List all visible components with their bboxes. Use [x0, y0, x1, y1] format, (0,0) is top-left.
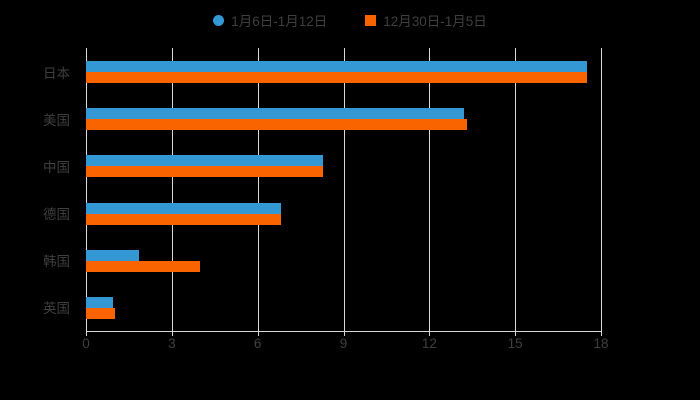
bar[interactable]	[86, 155, 324, 167]
bar-group	[86, 48, 601, 95]
bar-group	[86, 237, 601, 284]
x-axis-labels: 0 3 6 9 12 15 18	[0, 336, 700, 358]
gridline-x-18	[601, 48, 602, 331]
x-axis-tick-label: 18	[593, 336, 609, 351]
bar[interactable]	[86, 119, 467, 131]
y-axis-tick-label: 英国	[43, 301, 70, 317]
x-axis-tickmark	[515, 331, 517, 336]
x-axis-tick-label: 9	[339, 336, 348, 351]
x-axis-tick-label: 0	[82, 336, 90, 351]
x-axis-tickmark	[257, 331, 259, 336]
bar-group	[86, 95, 601, 142]
bar[interactable]	[86, 202, 281, 214]
x-axis-tickmark	[429, 331, 431, 336]
x-axis-tick-label: 15	[507, 336, 523, 351]
legend-label-series-2: 12月30日-1月5日	[383, 14, 487, 29]
chart-legend: 1月6日-1月12日 12月30日-1月5日	[0, 10, 700, 30]
y-axis-tick-label: 美国	[43, 112, 70, 128]
bar[interactable]	[86, 249, 139, 261]
legend-marker-square-icon	[365, 14, 377, 26]
y-axis-tick-label: 中国	[43, 159, 70, 175]
y-axis-tick-label: 韩国	[43, 254, 70, 270]
legend-item-series-2[interactable]: 12月30日-1月5日	[365, 10, 487, 30]
bar[interactable]	[86, 260, 201, 272]
y-axis-labels: 日本美国中国德国韩国英国	[0, 48, 78, 331]
x-axis-tickmark	[86, 331, 87, 336]
x-axis-tickmark	[343, 331, 345, 336]
bar[interactable]	[86, 72, 587, 83]
bar[interactable]	[86, 307, 115, 319]
gridline-x-6	[257, 48, 259, 331]
y-axis-tick-label: 德国	[43, 207, 70, 223]
plot-area	[86, 48, 602, 331]
bar[interactable]	[86, 108, 464, 120]
bar[interactable]	[86, 296, 114, 308]
legend-item-series-1[interactable]: 1月6日-1月12日	[213, 10, 327, 30]
x-axis-tick-label: 12	[421, 336, 437, 351]
x-axis-tick-label: 6	[253, 336, 262, 351]
bar[interactable]	[86, 213, 281, 225]
gridline-x-9	[343, 48, 345, 331]
bar-group	[86, 284, 601, 331]
x-axis-tickmark	[171, 331, 173, 336]
bar[interactable]	[86, 166, 324, 178]
y-axis-tick-label: 日本	[43, 65, 70, 81]
x-axis-tick-label: 3	[168, 336, 176, 351]
gridline-x-3	[171, 48, 173, 331]
bar[interactable]	[86, 61, 587, 72]
x-axis-tickmark	[601, 331, 602, 336]
bar-group	[86, 142, 601, 189]
bar-group	[86, 190, 601, 237]
gridline-x-12	[429, 48, 431, 331]
legend-label-series-1: 1月6日-1月12日	[231, 14, 328, 29]
gridline-x-15	[515, 48, 517, 331]
gridline-x-0	[86, 48, 87, 331]
legend-marker-circle-icon	[213, 14, 225, 26]
